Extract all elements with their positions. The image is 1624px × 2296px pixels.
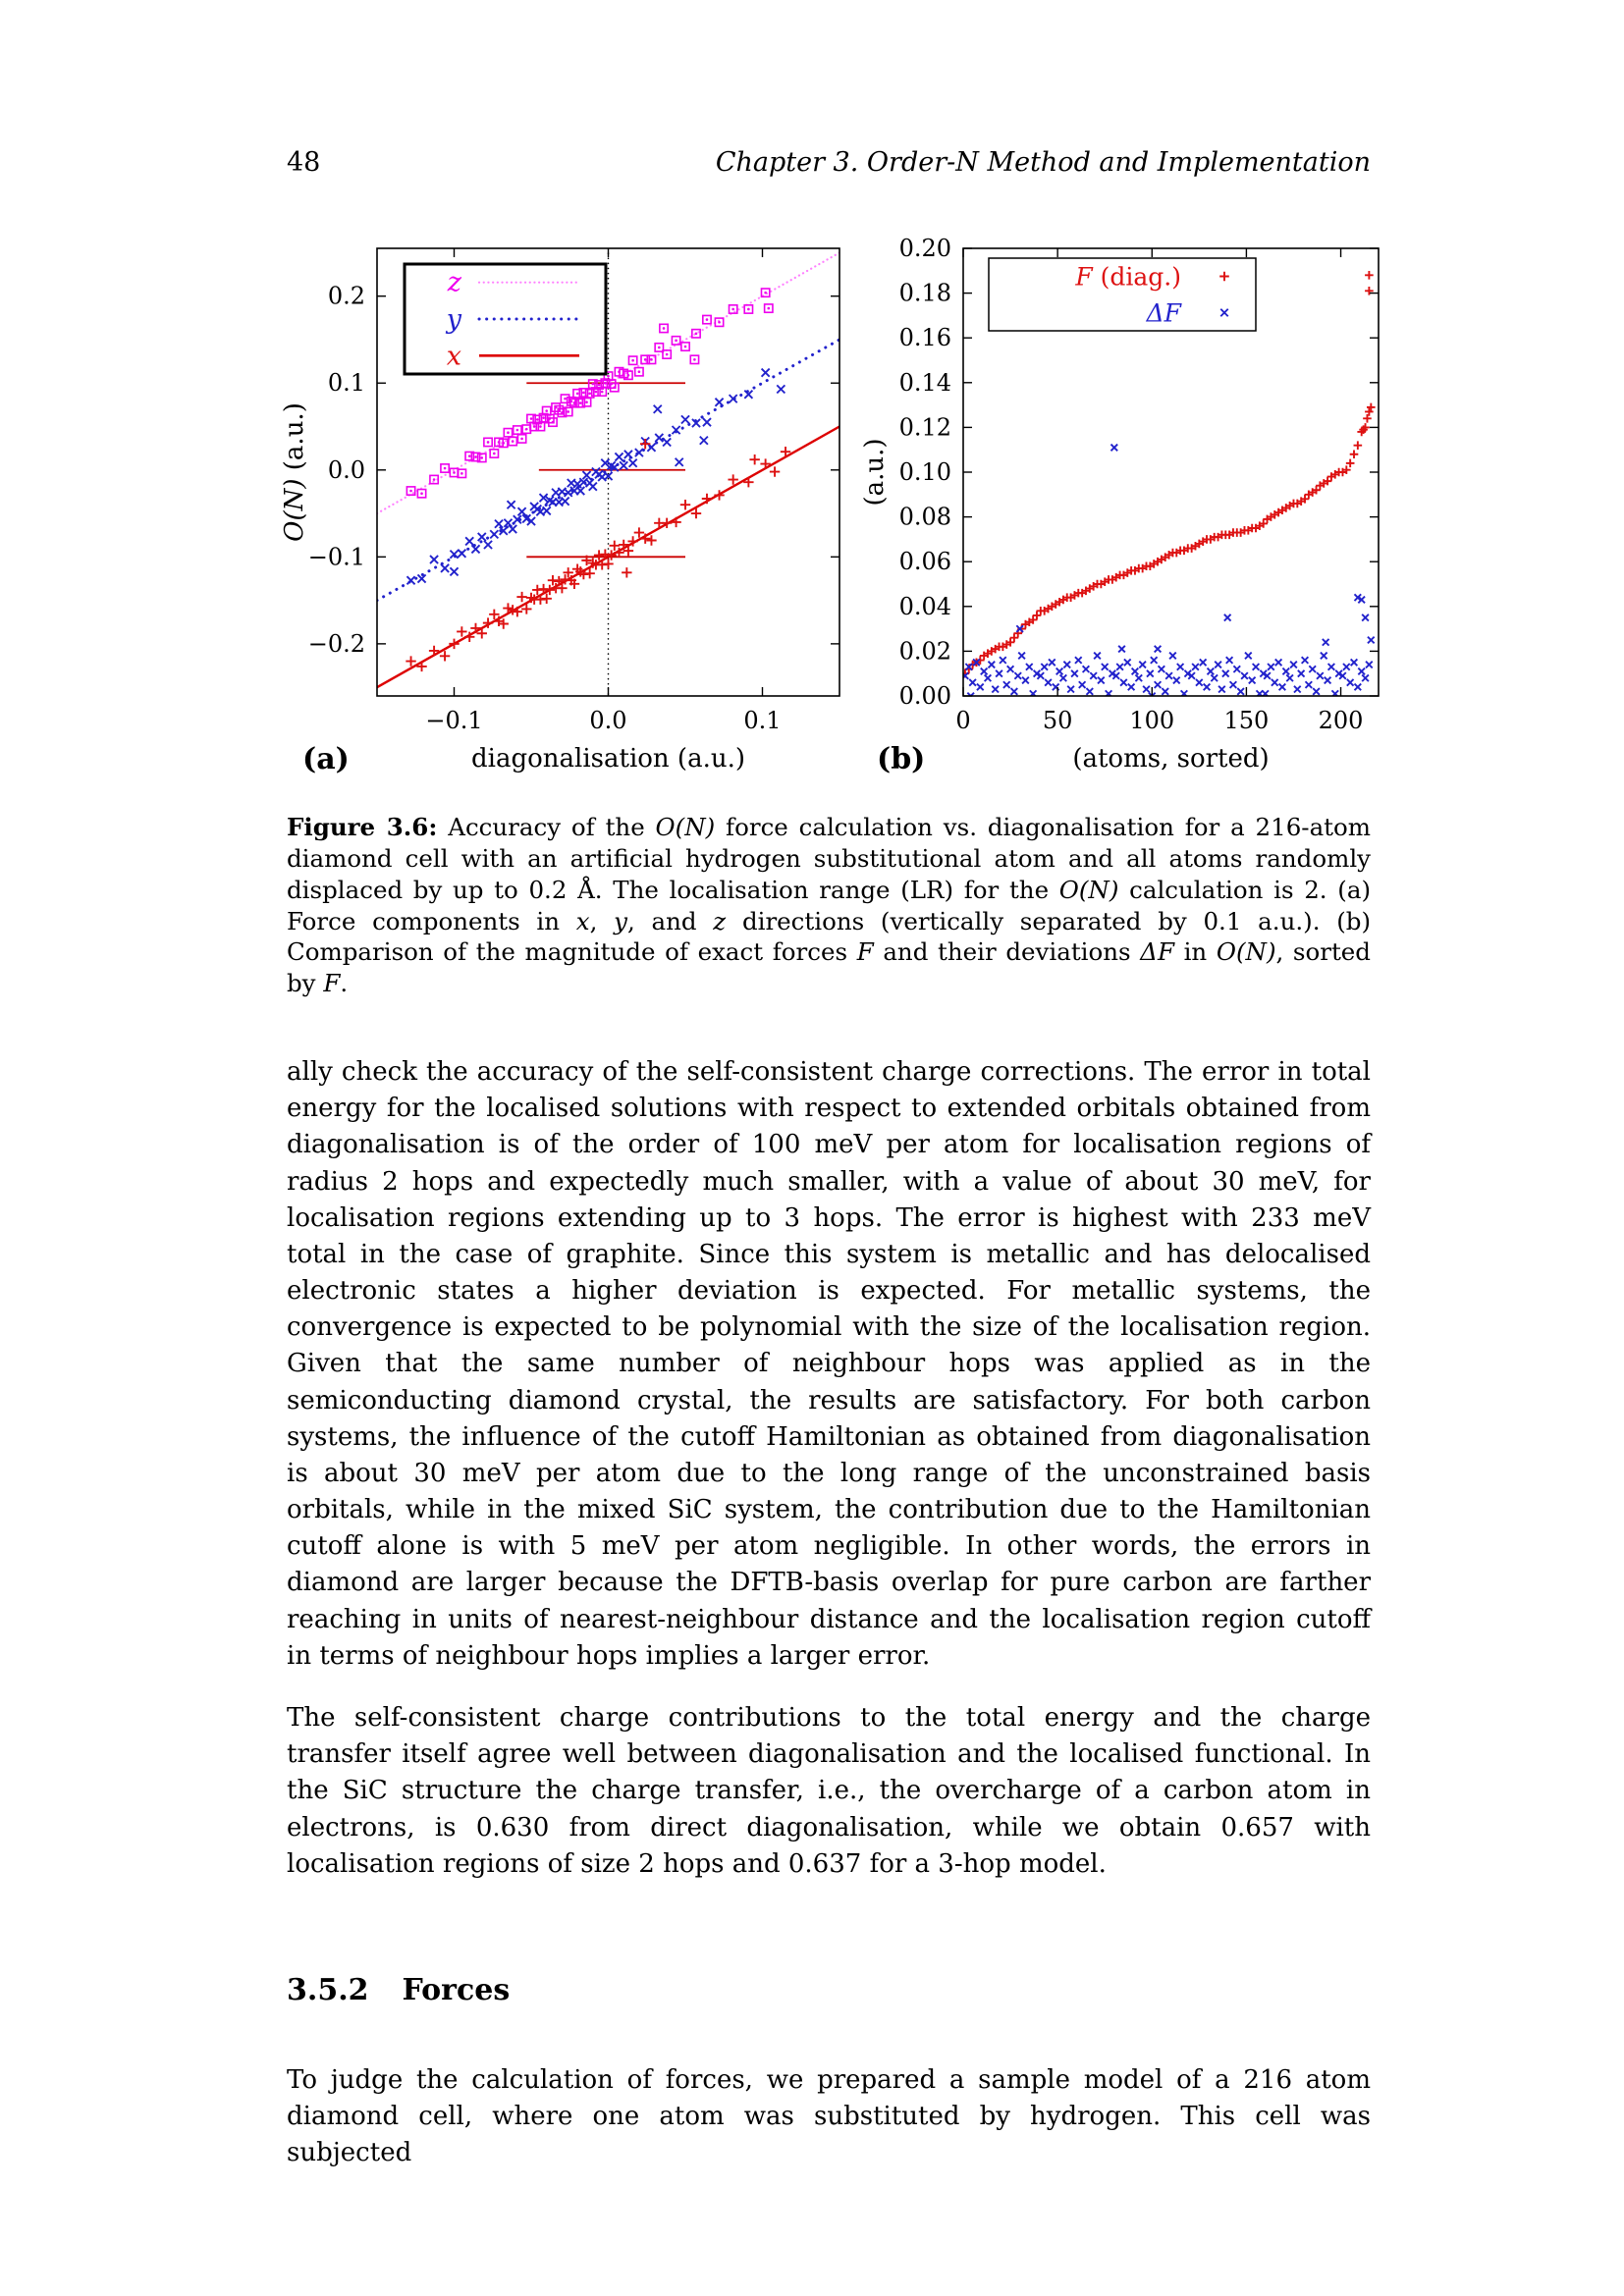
chart-b: 0 50 100 150 200 0.00 0.02 0.04 0.06 0.08 0.10 0.12…	[857, 235, 1392, 786]
panel-label: (b)	[877, 742, 925, 776]
chart-a: −0.1 0.0 0.1 0.2 0.1 0.0 −0.1 −0.2 diagonalisati…	[277, 235, 851, 786]
legend: F (diag.) ΔF	[988, 257, 1257, 332]
series-ΔF	[963, 443, 1376, 696]
section-number: 3.5.2	[287, 1972, 369, 2007]
axis-labels: diagonalisation (a.u.) O(N) (a.u.)	[280, 402, 745, 774]
svg-text:(a.u.): (a.u.)	[860, 438, 890, 506]
chart-b-svg: 0 50 100 150 200 0.00 0.02 0.04 0.06 0.08 0.10 0.12…	[860, 235, 1380, 776]
svg-text:0.1: 0.1	[743, 707, 781, 734]
series-y	[406, 367, 786, 585]
paragraph-1: ally check the accuracy of the self-cons…	[287, 1057, 1371, 1671]
svg-text:0: 0	[955, 707, 970, 734]
svg-text:−0.2: −0.2	[308, 630, 365, 658]
svg-text:150: 150	[1224, 707, 1270, 734]
axes: 0 50 100 150 200 0.00 0.02 0.04 0.06 0.08 0.10 0.12…	[899, 235, 1380, 734]
svg-text:−0.1: −0.1	[308, 543, 365, 570]
svg-text:0.04: 0.04	[899, 593, 951, 620]
paragraph-2: The self-consistent charge contributions…	[287, 1702, 1371, 1879]
svg-text:50: 50	[1043, 707, 1073, 734]
page-header: 48 Chapter 3. Order-N Method and Impleme…	[287, 147, 1371, 178]
axes: −0.1 0.0 0.1 0.2 0.1 0.0 −0.1 −0.2	[308, 247, 840, 734]
chart-a-svg: −0.1 0.0 0.10.20.10.0−0.1−0.2diagonalisati…	[280, 247, 840, 776]
series-x	[406, 439, 791, 672]
section-heading: 3.5.2 Forces	[287, 1973, 1371, 2007]
svg-text:0.02: 0.02	[899, 637, 951, 665]
section-title: Forces	[402, 1972, 511, 2007]
svg-text:100: 100	[1129, 707, 1174, 734]
page-number: 48	[287, 147, 321, 178]
svg-text:x: x	[447, 341, 461, 371]
svg-text:0.0: 0.0	[589, 707, 626, 734]
svg-text:(atoms, sorted): (atoms, sorted)	[1072, 744, 1269, 774]
svg-text:ΔF: ΔF	[1146, 299, 1183, 328]
svg-text:0.1: 0.1	[328, 369, 365, 397]
svg-text:0.08: 0.08	[899, 504, 951, 531]
svg-text:0.00: 0.00	[899, 682, 951, 710]
svg-text:0.14: 0.14	[899, 369, 951, 397]
svg-text:0.2: 0.2	[328, 283, 365, 310]
svg-text:0.0: 0.0	[328, 456, 365, 484]
svg-text:0.06: 0.06	[899, 548, 951, 575]
legend: zyx	[403, 262, 608, 376]
svg-text:F (diag.): F (diag.)	[1074, 263, 1181, 292]
axis-labels: (atoms, sorted) (a.u.)	[860, 438, 1270, 774]
panel-label: (a)	[302, 742, 350, 776]
svg-text:0.12: 0.12	[899, 413, 951, 441]
paragraph-3: To judge the calculation of forces, we p…	[287, 2064, 1371, 2168]
svg-text:0.20: 0.20	[899, 235, 951, 262]
svg-text:0.10: 0.10	[899, 458, 951, 486]
figure-3-6: −0.1 0.0 0.1 0.2 0.1 0.0 −0.1 −0.2 diagonalisati…	[280, 235, 1380, 999]
svg-text:z: z	[447, 268, 462, 298]
chapter-title: Chapter 3. Order-N Method and Implementa…	[715, 147, 1371, 178]
svg-text:0.16: 0.16	[899, 324, 951, 351]
figure-caption: Figure 3.6: Accuracy of the O(N) force c…	[287, 813, 1372, 998]
svg-text:200: 200	[1319, 707, 1364, 734]
svg-text:diagonalisation (a.u.): diagonalisation (a.u.)	[471, 744, 745, 774]
svg-text:y: y	[446, 304, 462, 335]
series-z	[406, 288, 774, 499]
figure-charts-row: −0.1 0.0 0.1 0.2 0.1 0.0 −0.1 −0.2 diagonalisati…	[277, 235, 1380, 786]
svg-text:0.18: 0.18	[899, 280, 951, 307]
svg-text:−0.1: −0.1	[425, 707, 482, 734]
svg-text:O(N) (a.u.): O(N) (a.u.)	[280, 402, 309, 542]
series-F (diag.)	[963, 271, 1376, 678]
